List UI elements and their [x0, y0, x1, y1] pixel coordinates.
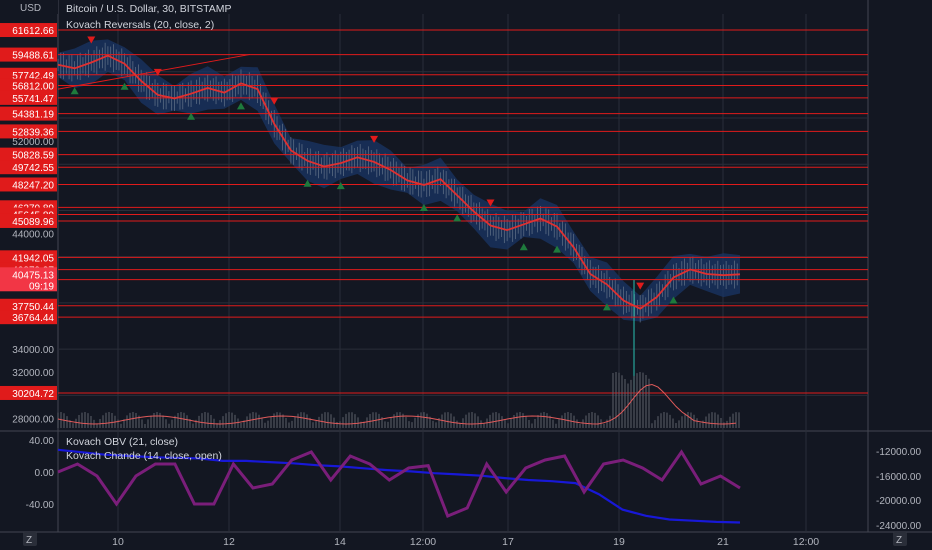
zoom-right-glyph: Z: [896, 535, 902, 546]
level-price-tag: [0, 47, 57, 62]
level-price-tag: [0, 310, 57, 325]
lower-right-tick: -24000.00: [876, 521, 921, 532]
up-marker: [236, 102, 245, 110]
level-price-text: 50828.59: [12, 151, 54, 162]
x-tick-label: 12: [223, 536, 235, 548]
y-tick-label: 28000.00: [12, 414, 54, 425]
chande-legend: Kovach Chande (14, close, open): [66, 450, 222, 462]
obv-legend: Kovach OBV (21, close): [66, 436, 178, 448]
up-marker: [602, 303, 611, 311]
up-marker: [187, 112, 196, 120]
x-tick-label: 19: [613, 536, 625, 548]
volume-bars: [57, 372, 740, 428]
level-price-tag: [0, 298, 57, 313]
x-tick-label: 12:00: [410, 536, 436, 548]
level-price-tag: [0, 250, 57, 265]
lower-left-tick: 40.00: [29, 436, 54, 447]
level-price-text: 49742.55: [12, 163, 54, 174]
down-marker: [153, 68, 162, 76]
volume-ma-line: [57, 383, 737, 425]
up-marker: [70, 87, 79, 95]
down-marker: [370, 135, 379, 143]
level-price-text: 48247.20: [12, 180, 54, 191]
level-price-tag: [0, 90, 57, 105]
level-price-text: 55741.47: [12, 94, 54, 105]
axes: 10 12 14 12:00 17 19 21 12:00 40.00 0.00 -40.00 -12…: [26, 436, 922, 548]
up-marker: [419, 204, 428, 212]
level-price-tag: [0, 385, 57, 400]
up-marker: [669, 296, 678, 304]
level-price-text: 45089.96: [12, 217, 54, 228]
level-price-text: 41942.05: [12, 253, 54, 264]
up-marker: [553, 245, 562, 253]
up-marker: [453, 214, 462, 222]
down-marker: [270, 97, 279, 105]
x-tick-label: 21: [717, 536, 729, 548]
trend-line: [57, 53, 251, 90]
reversal-markers: [70, 36, 678, 311]
level-price-text: 36764.44: [12, 313, 54, 324]
volatility-band: [57, 39, 740, 394]
level-price-tag: [0, 78, 57, 93]
current-price-text: 40475.13: [12, 270, 54, 281]
lower-pane: [57, 448, 741, 524]
price-series-line: [57, 54, 741, 310]
lower-left-tick: -40.00: [26, 500, 55, 511]
level-lines: [57, 29, 868, 394]
y-tick-label: 32000.00: [12, 368, 54, 379]
down-marker: [87, 36, 96, 44]
level-price-text: 57742.49: [12, 71, 54, 82]
level-price-text: 59488.61: [12, 51, 54, 62]
level-price-tag: [0, 23, 57, 38]
level-price-text: 56812.00: [12, 82, 54, 93]
level-price-tag: [0, 124, 57, 139]
up-marker: [519, 243, 528, 251]
currency-label: USD: [20, 3, 41, 14]
x-tick-label: 17: [502, 536, 514, 548]
chande-series-line: [57, 449, 741, 518]
up-marker: [303, 179, 312, 187]
up-marker: [336, 182, 345, 190]
countdown-text: 09:19: [29, 281, 54, 292]
current-price-tag: [0, 267, 57, 292]
level-price-text: 37750.44: [12, 302, 54, 313]
currency-box: [0, 0, 58, 14]
y-tick-label: 34000.00: [12, 345, 54, 356]
level-price-tag: [0, 106, 57, 121]
y-tick-label: 52000.00: [12, 137, 54, 148]
level-price-text: 30204.72: [12, 389, 54, 400]
zoom-left-glyph: Z: [26, 535, 32, 546]
down-marker: [486, 199, 495, 207]
level-price-tag: [0, 213, 57, 228]
up-marker: [120, 82, 129, 90]
level-price-tag: [0, 147, 57, 162]
x-tick-label: 10: [112, 536, 124, 548]
chart-title: Bitcoin / U.S. Dollar, 30, BITSTAMP: [66, 3, 232, 15]
y-tick-label: 44000.00: [12, 230, 54, 241]
level-price-text: 54381.19: [12, 110, 54, 121]
level-price-tag: [0, 67, 57, 82]
lower-right-tick: -12000.00: [876, 447, 921, 458]
x-tick-label: 12:00: [793, 536, 819, 548]
level-price-tag: [0, 160, 57, 175]
lower-right-tick: -16000.00: [876, 472, 921, 483]
lower-right-tick: -20000.00: [876, 496, 921, 507]
obv-series-line: [57, 448, 741, 524]
down-marker: [636, 282, 645, 290]
zoom-right-icon[interactable]: [893, 532, 907, 546]
price-labels: 61612.66 59488.61 57742.4956812.0055741.47…: [0, 23, 57, 425]
x-tick-label: 14: [334, 536, 346, 548]
lower-left-tick: 0.00: [35, 468, 55, 479]
level-price-tag: [0, 177, 57, 192]
level-price-text: 52839.36: [12, 127, 54, 138]
level-price-text: 61612.66: [12, 26, 54, 37]
indicator-title: Kovach Reversals (20, close, 2): [66, 19, 214, 31]
zoom-left-icon[interactable]: [23, 532, 37, 546]
price-line: [57, 54, 741, 310]
